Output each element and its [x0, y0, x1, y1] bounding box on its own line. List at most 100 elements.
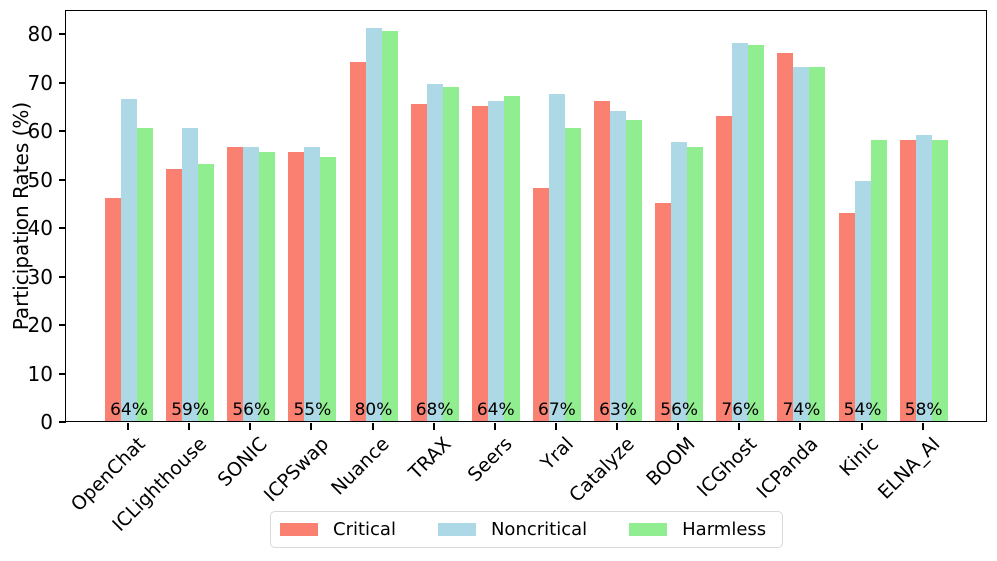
- bar-critical-yral: [532, 188, 549, 421]
- x-tick-mark: [860, 423, 863, 430]
- group-percentage-label: 59%: [171, 400, 210, 420]
- x-tick-label-icpanda: ICPanda: [752, 433, 822, 503]
- bar-noncritical-icpswap: [304, 147, 321, 421]
- y-tick-label: 80: [27, 22, 53, 47]
- bar-noncritical-nuance: [365, 28, 382, 421]
- x-tick-mark: [432, 423, 435, 430]
- bar-noncritical-seers: [487, 101, 504, 421]
- x-tick-mark: [188, 423, 191, 430]
- legend-item-critical: Critical: [280, 519, 396, 540]
- group-percentage-label: 55%: [293, 400, 332, 420]
- bar-harmless-boom: [687, 147, 704, 421]
- bar-harmless-seers: [503, 96, 520, 421]
- x-tick-mark: [554, 423, 557, 430]
- bar-noncritical-boom: [671, 142, 688, 421]
- bar-harmless-kinic: [870, 139, 887, 421]
- bar-critical-catalyze: [594, 101, 611, 421]
- bar-noncritical-yral: [548, 93, 565, 421]
- x-tick-label-trax: TRAX: [404, 433, 456, 484]
- legend-swatch-critical: [280, 523, 318, 536]
- y-tick-mark: [59, 81, 66, 84]
- y-tick-mark: [59, 324, 66, 327]
- bar-critical-icpswap: [288, 152, 305, 421]
- x-tick-label-sonic: SONIC: [213, 433, 272, 492]
- x-tick-label-boom: BOOM: [642, 433, 700, 491]
- group-percentage-label: 64%: [476, 400, 515, 420]
- bar-harmless-nuance: [381, 30, 398, 421]
- bar-noncritical-kinic: [854, 181, 871, 421]
- legend-label-harmless: Harmless: [682, 519, 767, 540]
- group-percentage-label: 74%: [782, 400, 821, 420]
- bar-noncritical-icghost: [732, 42, 749, 421]
- x-tick-label-icpswap: ICPSwap: [259, 433, 333, 507]
- y-tick-label: 40: [27, 216, 53, 241]
- bar-harmless-iclighthouse: [198, 164, 215, 421]
- group-percentage-label: 54%: [843, 400, 882, 420]
- x-tick-mark: [127, 423, 129, 430]
- y-tick-label: 30: [27, 264, 53, 289]
- y-tick-mark: [59, 227, 66, 230]
- x-tick-label-elna_ai: ELNA_AI: [873, 433, 945, 504]
- group-percentage-label: 56%: [232, 400, 271, 420]
- bar-harmless-icpswap: [320, 156, 337, 421]
- bar-critical-kinic: [838, 212, 855, 421]
- legend-swatch-harmless: [629, 523, 668, 536]
- legend-swatch-noncritical: [437, 523, 476, 536]
- y-tick-label: 60: [27, 119, 53, 144]
- bar-harmless-trax: [442, 86, 459, 421]
- bar-harmless-sonic: [259, 152, 276, 421]
- bar-noncritical-sonic: [243, 147, 260, 421]
- x-tick-mark: [738, 423, 741, 430]
- x-tick-mark: [921, 423, 924, 430]
- x-tick-label-seers: Seers: [463, 433, 517, 487]
- bar-critical-nuance: [349, 62, 366, 421]
- x-tick-label-icghost: ICGhost: [692, 433, 761, 502]
- y-tick-mark: [59, 33, 66, 36]
- x-tick-mark: [371, 423, 374, 430]
- bar-harmless-yral: [564, 127, 581, 421]
- x-tick-label-catalyze: Catalyze: [564, 433, 639, 507]
- bar-noncritical-catalyze: [610, 110, 627, 421]
- group-percentage-label: 64%: [110, 400, 148, 420]
- x-tick-mark: [249, 423, 252, 430]
- x-tick-mark: [493, 423, 496, 430]
- bar-critical-sonic: [227, 147, 244, 421]
- x-tick-mark: [799, 423, 802, 430]
- bar-critical-boom: [655, 202, 672, 421]
- group-percentage-label: 80%: [354, 400, 393, 420]
- bar-critical-trax: [410, 103, 427, 421]
- legend-label-critical: Critical: [333, 519, 396, 540]
- y-tick-mark: [59, 372, 66, 375]
- x-tick-label-kinic: Kinic: [835, 433, 884, 481]
- y-tick-mark: [59, 178, 66, 181]
- bar-harmless-catalyze: [626, 120, 643, 421]
- bar-critical-icpanda: [777, 52, 794, 421]
- y-tick-mark: [59, 421, 66, 423]
- y-tick-label: 50: [27, 167, 53, 192]
- bar-harmless-openchat: [137, 127, 153, 421]
- group-percentage-label: 76%: [721, 400, 760, 420]
- bar-noncritical-iclighthouse: [182, 127, 199, 421]
- bar-harmless-elna_ai: [931, 139, 948, 421]
- bar-critical-iclighthouse: [166, 168, 183, 421]
- y-tick-mark: [59, 130, 66, 133]
- x-tick-mark: [616, 423, 619, 430]
- x-tick-mark: [310, 423, 313, 430]
- y-tick-label: 10: [27, 361, 53, 386]
- x-tick-label-yral: Yral: [536, 433, 578, 475]
- plot-area: 64% 59% 56% 55% 80% 68% 64% 67% 63% 56% 76% 74% 54% 5…: [65, 10, 987, 422]
- bar-critical-icghost: [716, 115, 733, 421]
- group-percentage-label: 58%: [904, 400, 943, 420]
- group-percentage-label: 56%: [660, 400, 699, 420]
- bar-critical-openchat: [105, 198, 121, 421]
- bar-noncritical-trax: [426, 84, 443, 421]
- y-tick-label: 20: [27, 313, 53, 338]
- group-percentage-label: 63%: [599, 400, 637, 420]
- group-percentage-label: 67%: [538, 400, 576, 420]
- group-percentage-label: 68%: [415, 400, 454, 420]
- x-tick-label-nuance: Nuance: [327, 433, 395, 500]
- y-tick-label: 0: [40, 410, 53, 434]
- legend-label-noncritical: Noncritical: [490, 519, 588, 540]
- bar-harmless-icpanda: [809, 67, 826, 421]
